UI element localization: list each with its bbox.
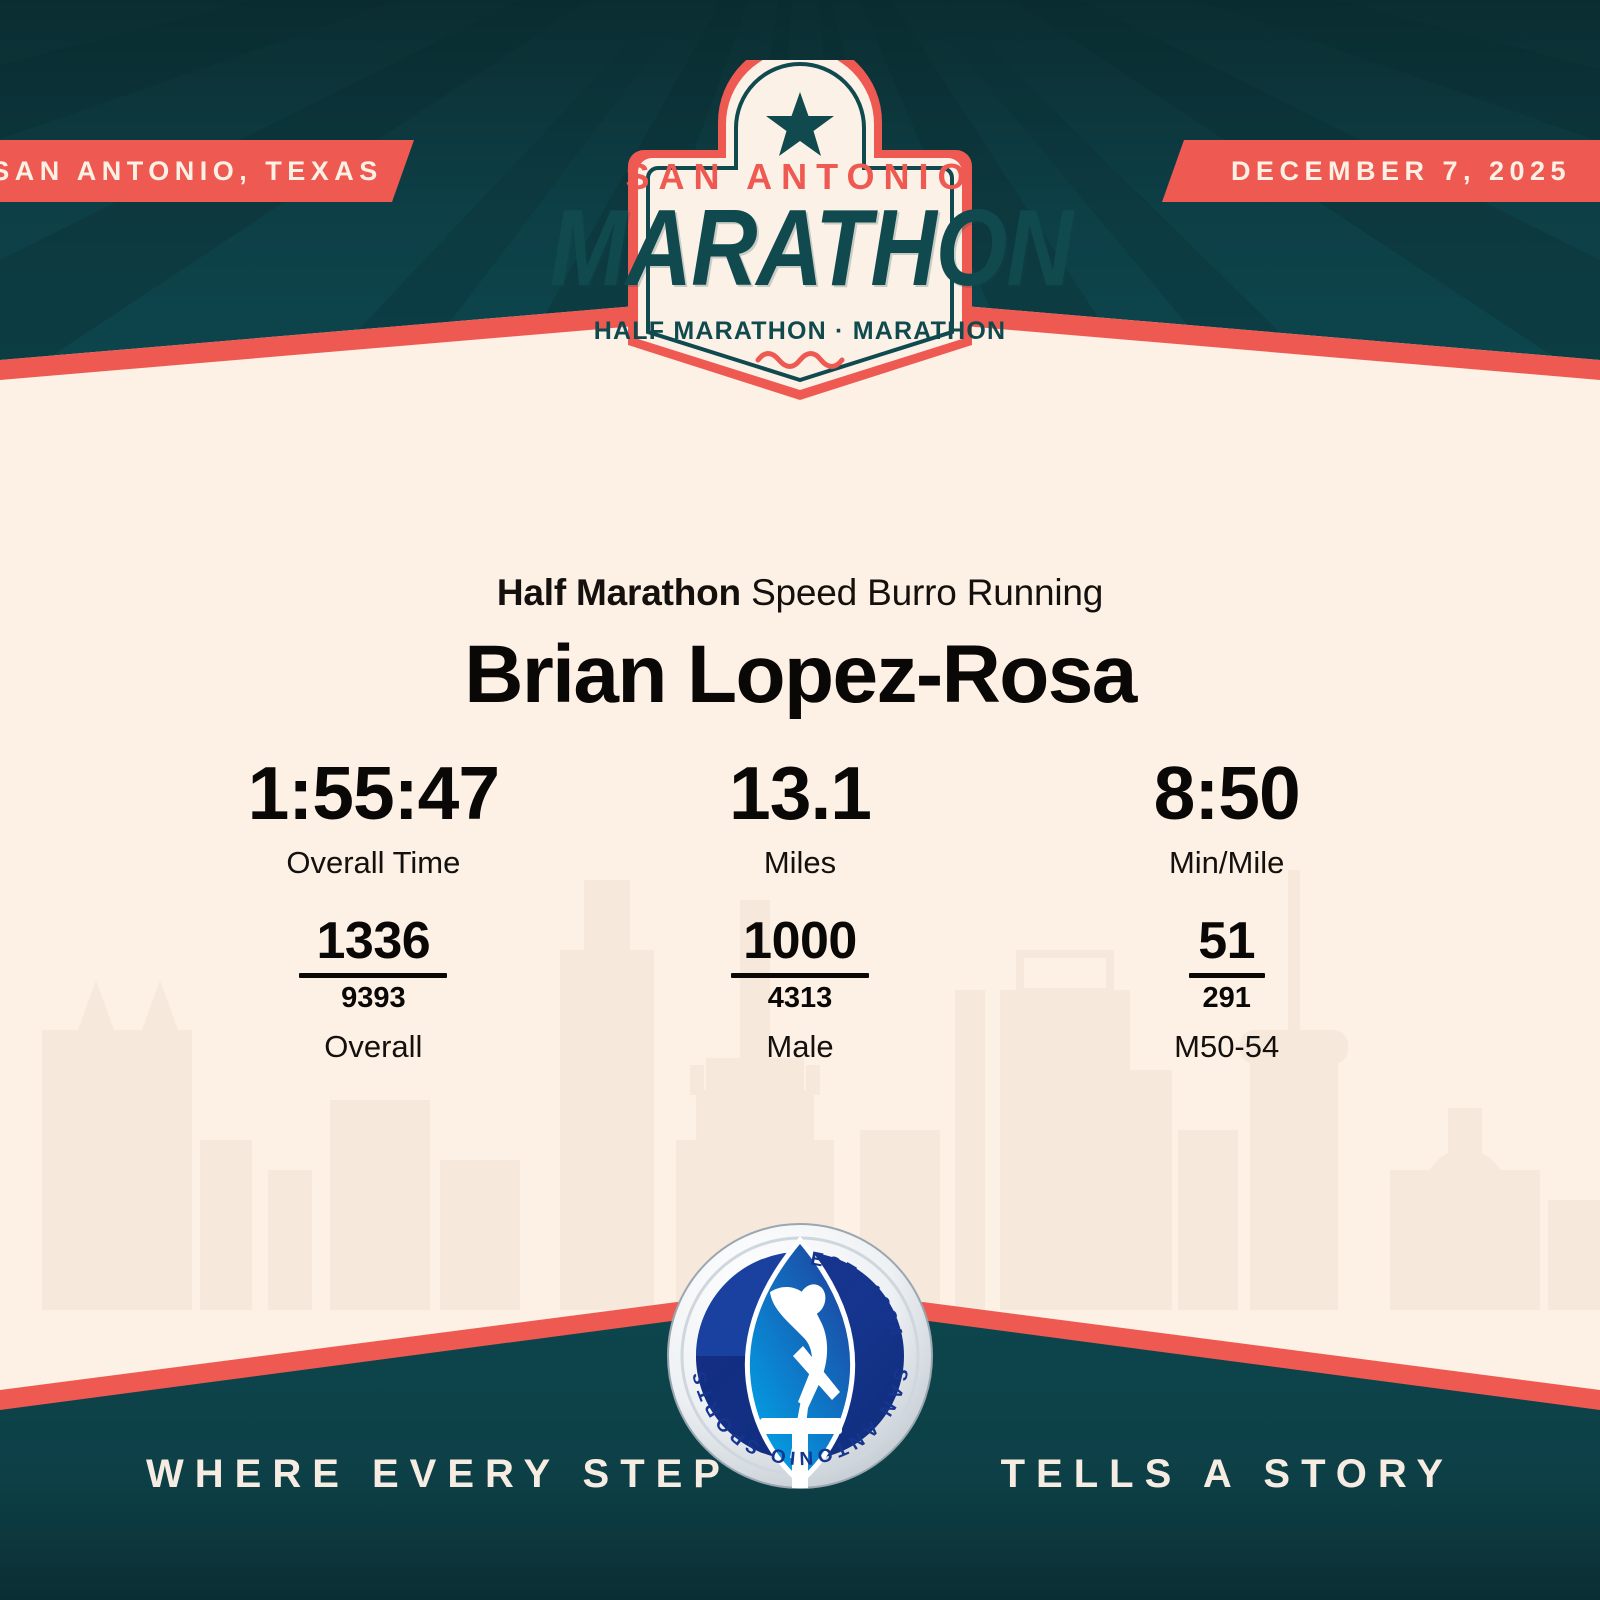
- badge-inner-outline: [646, 62, 954, 383]
- team-name: Speed Burro Running: [751, 572, 1104, 613]
- rank-position: 1000: [743, 912, 857, 971]
- rank-divider: [299, 973, 448, 979]
- rank-label: M50-54: [1174, 1028, 1280, 1064]
- city-skyline-illustration: [42, 870, 1600, 1310]
- stat-label: Overall Time: [286, 845, 461, 881]
- rank-position: 51: [1198, 912, 1256, 971]
- rank-position: 1336: [316, 912, 431, 971]
- stat-column-miles: 13.1 Miles 1000 4313 Male: [587, 756, 1014, 1065]
- rank-block: 51 291 M50-54: [1174, 915, 1279, 1065]
- stat-value: 1:55:47: [247, 751, 501, 836]
- stat-value: 13.1: [729, 751, 872, 836]
- event-line: Half Marathon Speed Burro Running: [0, 572, 1600, 614]
- rank-total: 291: [1202, 982, 1251, 1015]
- race-name: Half Marathon: [496, 572, 741, 613]
- date-banner: DECEMBER 7, 2025: [1162, 140, 1600, 202]
- badge-line-san-antonio: SAN ANTONIO: [625, 156, 975, 197]
- stat-label: Miles: [763, 845, 837, 881]
- badge-cream-body: [638, 50, 962, 390]
- rank-block: 1336 9393 Overall: [299, 912, 448, 1065]
- stat-value: 8:50: [1153, 751, 1301, 836]
- tagline-right: TELLS A STORY: [1000, 1452, 1454, 1496]
- logo-torch-stem: [792, 1426, 808, 1488]
- location-banner-text: SAN ANTONIO, TEXAS: [0, 155, 383, 186]
- san-antonio-sports-logo: EST. 1984 SAN ANTONIO SPORTS: [667, 1223, 933, 1489]
- star-icon: [766, 92, 834, 156]
- rank-divider: [731, 973, 869, 979]
- main-section: Half Marathon Speed Burro Running Brian …: [0, 380, 1600, 1310]
- stat-label: Min/Mile: [1168, 845, 1285, 881]
- rank-total: 9393: [341, 982, 406, 1015]
- wave-icon: [755, 351, 845, 369]
- badge-line-subtitle: HALF MARATHON · MARATHON: [593, 317, 1007, 345]
- rank-block: 1000 4313 Male: [731, 915, 869, 1065]
- rank-label: Overall: [324, 1028, 423, 1064]
- rank-label: Male: [766, 1028, 834, 1064]
- tagline-left: WHERE EVERY STEP: [146, 1452, 731, 1496]
- location-banner: SAN ANTONIO, TEXAS: [0, 140, 414, 202]
- badge-line-marathon: MARATHON: [550, 188, 1073, 309]
- stats-row: 1:55:47 Overall Time 1336 9393 Overall 1…: [0, 756, 1600, 1065]
- stat-column-pace: 8:50 Min/Mile 51 291 M50-54: [1013, 756, 1440, 1065]
- rank-total: 4313: [767, 982, 833, 1015]
- marathon-badge-logo: SAN ANTONIO MARATHON HALF MARATHON · MAR…: [550, 40, 1073, 410]
- rank-divider: [1188, 973, 1265, 979]
- stat-column-overall-time: 1:55:47 Overall Time 1336 9393 Overall: [160, 756, 587, 1065]
- date-banner-text: DECEMBER 7, 2025: [1230, 155, 1572, 186]
- athlete-name: Brian Lopez-Rosa: [464, 629, 1137, 720]
- result-content: Half Marathon Speed Burro Running Brian …: [0, 380, 1600, 1065]
- badge-shape: [628, 40, 972, 400]
